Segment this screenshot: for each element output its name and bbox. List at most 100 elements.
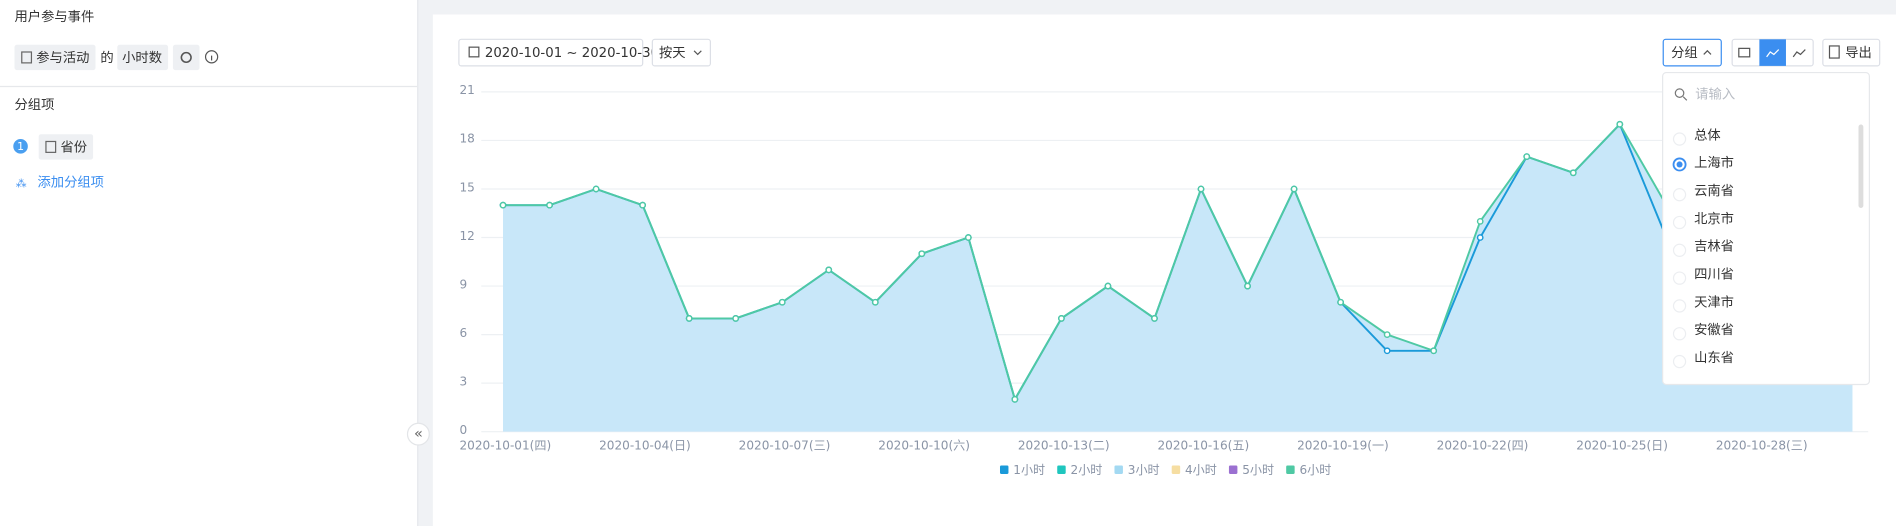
x-tick-label: 2020-10-25(日) [1576, 439, 1668, 453]
group-chip-label: 省份 [60, 140, 87, 156]
option-label[interactable]: 吉林省 [1694, 239, 1734, 255]
legend-label[interactable]: 4小时 [1185, 463, 1217, 477]
search-input[interactable]: 请输入 [1695, 86, 1735, 102]
radio[interactable] [1672, 243, 1687, 257]
point[interactable] [1476, 234, 1484, 241]
point[interactable] [592, 185, 600, 193]
point[interactable] [1058, 315, 1065, 322]
point[interactable] [685, 315, 693, 322]
point[interactable] [1244, 282, 1251, 290]
legend-label[interactable]: 2小时 [1071, 463, 1103, 477]
icon [1682, 96, 1688, 101]
point[interactable] [964, 234, 972, 241]
event-chip-label: 参与活动 [36, 49, 89, 66]
plot: 0 3 6 9 12 15 18 21 2020-10-01(四) 2020-10-04(日) 20… [459, 83, 1869, 477]
area [503, 124, 1853, 432]
view-bar[interactable] [1792, 49, 1806, 58]
legend-swatch [1228, 465, 1238, 475]
chevron [693, 50, 702, 56]
x-tick-label: 2020-10-10(六) [878, 439, 970, 453]
panel-title: 用户参与事件 [15, 8, 95, 25]
point[interactable] [778, 298, 786, 306]
y-tick-label: 18 [459, 132, 474, 146]
point[interactable] [546, 201, 553, 209]
export-label: 导出 [1845, 45, 1872, 61]
point[interactable] [639, 201, 647, 209]
point[interactable] [1104, 282, 1112, 290]
option-label[interactable]: 安徽省 [1694, 322, 1734, 338]
option-label[interactable]: 总体 [1694, 127, 1721, 143]
point[interactable] [1151, 315, 1158, 322]
icon [21, 51, 33, 64]
group-index: 1 [17, 140, 24, 153]
y-tick-label: 3 [459, 374, 467, 388]
point[interactable] [1616, 120, 1624, 128]
point[interactable] [1430, 347, 1438, 355]
point[interactable] [732, 315, 740, 322]
event-chip[interactable] [14, 44, 96, 71]
radio[interactable] [1672, 327, 1687, 341]
dropdown-panel [1662, 71, 1871, 386]
legend-label[interactable]: 1小时 [1013, 463, 1045, 477]
date-range-picker[interactable] [458, 38, 644, 67]
metric-chip[interactable] [117, 44, 169, 71]
option-label[interactable]: 天津市 [1694, 293, 1734, 310]
point[interactable] [1476, 217, 1484, 225]
series-line [503, 122, 1854, 402]
group-chip[interactable] [38, 134, 94, 160]
point[interactable] [1337, 298, 1344, 306]
point[interactable] [1569, 169, 1577, 177]
option-label[interactable]: 北京市 [1694, 210, 1734, 227]
point[interactable] [1383, 331, 1391, 338]
legend-label[interactable]: 5小时 [1242, 463, 1274, 477]
settings-button[interactable] [172, 44, 200, 71]
view-line-active[interactable] [1759, 39, 1786, 66]
calendar-icon [468, 46, 480, 58]
point[interactable] [1197, 185, 1205, 193]
option-label[interactable]: 云南省 [1694, 183, 1734, 199]
point[interactable] [871, 298, 879, 306]
group-button-label: 分组 [1671, 45, 1698, 61]
add-group-link[interactable]: 添加分组项 [37, 175, 103, 191]
point[interactable] [1290, 185, 1298, 193]
granularity-select[interactable] [651, 38, 711, 67]
y-tick-label: 6 [459, 326, 467, 340]
point[interactable] [918, 250, 926, 258]
radio[interactable] [1672, 188, 1687, 202]
y-tick-label: 21 [459, 83, 474, 97]
radio[interactable] [1672, 215, 1687, 230]
x-tick-label: 2020-10-19(一) [1297, 439, 1389, 453]
icon [45, 140, 57, 153]
y-tick-label: 15 [459, 180, 474, 194]
legend-swatch [999, 465, 1009, 475]
point[interactable] [825, 266, 833, 274]
group-button[interactable] [1662, 38, 1722, 67]
legend-label[interactable]: 3小时 [1128, 463, 1160, 477]
point[interactable] [1383, 347, 1391, 355]
info-icon[interactable] [204, 50, 219, 64]
legend-swatch [1114, 465, 1123, 475]
icon [1828, 45, 1840, 59]
collapse-icon: « [414, 426, 423, 442]
legend-label[interactable]: 6小时 [1299, 463, 1331, 477]
add-icon: ⁂ [16, 177, 27, 190]
y-tick-label: 9 [459, 277, 467, 291]
point[interactable] [499, 201, 507, 209]
option-label[interactable]: 山东省 [1694, 350, 1734, 366]
option-label[interactable]: 上海市 [1694, 154, 1734, 171]
date-range: 2020-10-01 ~ 2020-10-30 [485, 46, 659, 61]
radio[interactable] [1672, 271, 1687, 285]
radio[interactable] [1672, 354, 1687, 369]
point[interactable] [1011, 395, 1019, 403]
point[interactable] [1523, 153, 1531, 161]
option-label[interactable]: 四川省 [1694, 266, 1734, 282]
collapse-button[interactable] [406, 422, 430, 446]
radio[interactable] [1672, 299, 1687, 313]
radio[interactable] [1672, 132, 1687, 146]
group-index-badge [13, 139, 28, 154]
x-tick-label: 2020-10-28(三) [1716, 439, 1808, 453]
view-table[interactable] [1738, 47, 1751, 58]
